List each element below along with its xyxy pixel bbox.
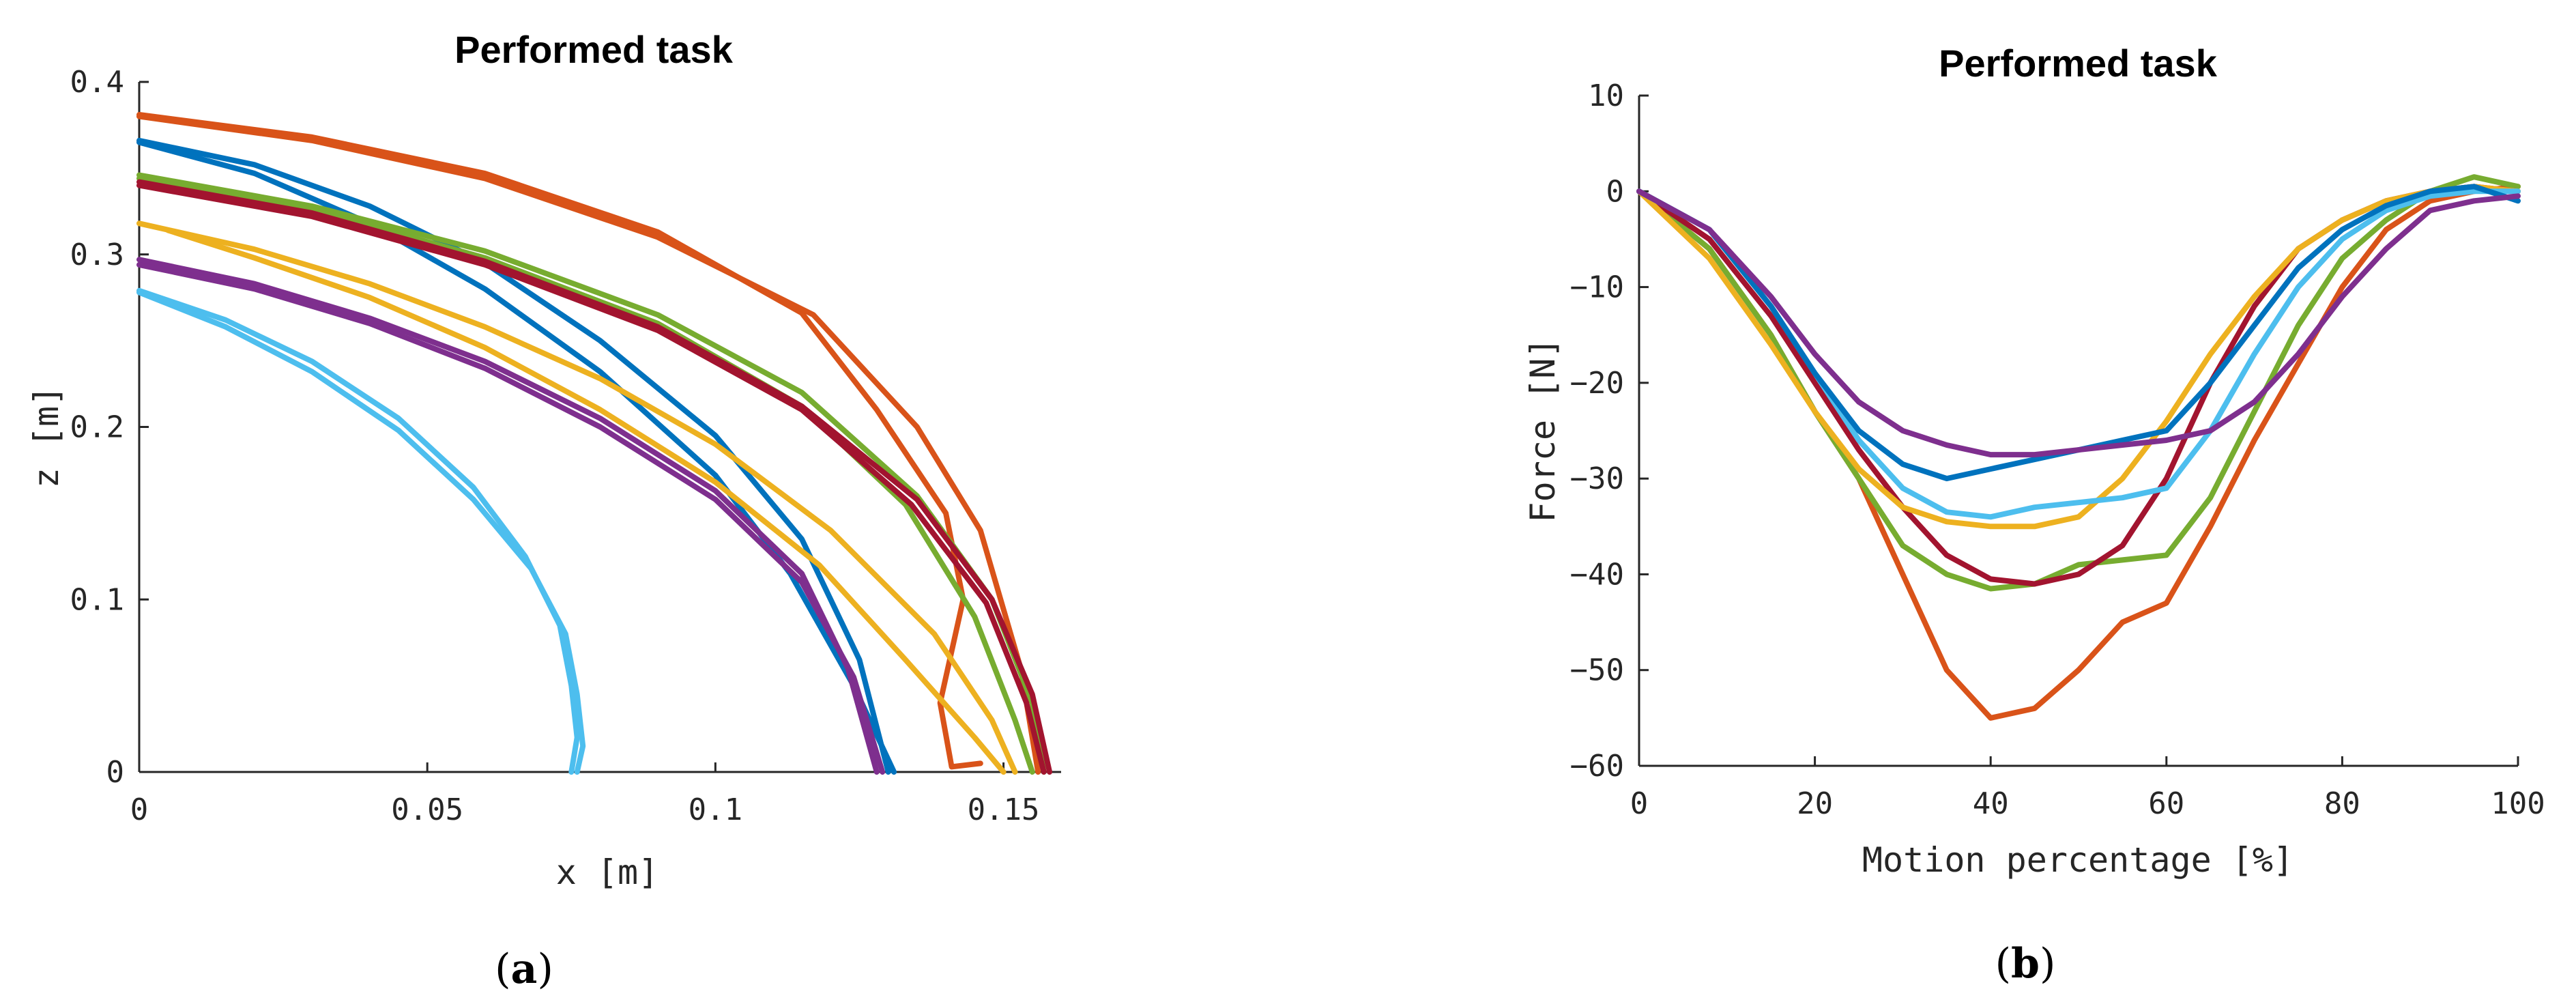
series-line-10 xyxy=(165,227,1007,775)
y-tick-label: −60 xyxy=(1570,749,1624,784)
chart-a-title: Performed task xyxy=(454,28,734,71)
series-line-13 xyxy=(136,287,580,775)
series-line-8 xyxy=(136,182,1047,775)
series-line-2 xyxy=(136,113,1041,775)
y-tick-label: 10 xyxy=(1588,78,1624,113)
panel-b-open-paren: ( xyxy=(1995,940,2011,988)
x-tick-label: 60 xyxy=(2148,786,2184,821)
series-line-4 xyxy=(1636,184,2521,530)
chart-b-x-ticks: 0 20 40 60 80 100 xyxy=(1630,756,2545,821)
chart-b-series-group xyxy=(1636,174,2521,721)
x-tick-label: 80 xyxy=(2324,786,2360,821)
series-line-4 xyxy=(136,139,897,775)
chart-a-x-label: x [m] xyxy=(556,853,659,892)
x-tick-label: 100 xyxy=(2491,786,2545,821)
chart-a-y-label: z [m] xyxy=(27,386,66,489)
panel-b-close-paren: ) xyxy=(2040,940,2055,988)
y-tick-label: −20 xyxy=(1570,366,1624,401)
series-line-2 xyxy=(1636,174,2521,592)
y-tick-label: 0.4 xyxy=(70,65,124,100)
series-line-14 xyxy=(136,289,586,775)
y-tick-label: 0 xyxy=(106,755,125,790)
y-tick-label: 0 xyxy=(1606,174,1625,209)
series-line-3 xyxy=(136,137,891,775)
series-line-7 xyxy=(136,179,1053,775)
series-line-12 xyxy=(136,261,886,775)
panel-label-b: (b) xyxy=(1995,940,2056,988)
chart-b-x-label: Motion percentage [%] xyxy=(1862,840,2293,880)
panel-a-letter: a xyxy=(511,945,538,993)
series-line-7 xyxy=(1636,188,2521,458)
y-tick-label: −50 xyxy=(1570,653,1624,688)
chart-b-y-label: Force [N] xyxy=(1523,338,1563,523)
x-tick-label: 0.1 xyxy=(689,792,742,827)
x-tick-label: 20 xyxy=(1797,786,1833,821)
y-tick-label: −40 xyxy=(1570,557,1624,592)
y-tick-label: 0.2 xyxy=(70,410,124,445)
chart-a-series-group xyxy=(136,112,1053,775)
trajectory-chart: Performed task 0 0.05 0.1 0.15 0 0.1 0.2 0.3 0.… xyxy=(27,28,1061,993)
x-tick-label: 40 xyxy=(1973,786,2009,821)
panel-a-open-paren: ( xyxy=(495,945,510,993)
chart-b-y-ticks: 10 0 −10 −20 −30 −40 −50 −60 xyxy=(1570,78,1649,784)
x-tick-label: 0.05 xyxy=(391,792,463,827)
series-line-6 xyxy=(136,175,1035,775)
chart-a-x-ticks: 0 0.05 0.1 0.15 xyxy=(130,762,1040,827)
series-line-5 xyxy=(1636,188,2521,520)
y-tick-label: 0.3 xyxy=(70,238,124,272)
y-tick-label: 0.1 xyxy=(70,582,124,617)
x-tick-label: 0 xyxy=(130,792,149,827)
force-chart: Performed task 0 20 40 60 80 100 100−10−20−30… xyxy=(1523,42,2545,988)
panel-a-close-paren: ) xyxy=(537,945,553,993)
y-tick-label: −10 xyxy=(1570,270,1624,305)
panel-b-letter: b xyxy=(2011,940,2040,988)
x-tick-label: 0.15 xyxy=(968,792,1040,827)
panel-label-a: (a) xyxy=(495,945,553,993)
y-tick-label: −30 xyxy=(1570,461,1624,496)
x-tick-label: 0 xyxy=(1630,786,1649,821)
chart-a-y-ticks: 0 0.1 0.2 0.3 0.4 xyxy=(70,65,149,790)
series-line-1 xyxy=(136,112,983,770)
series-line-9 xyxy=(136,220,1018,775)
chart-b-title: Performed task xyxy=(1939,42,2218,85)
